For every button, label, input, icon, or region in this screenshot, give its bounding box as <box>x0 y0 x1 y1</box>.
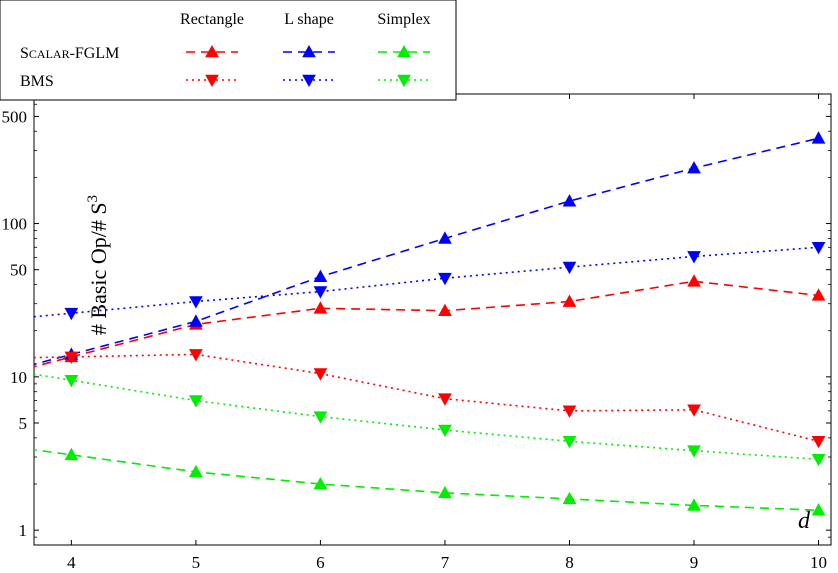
x-axis-label: d <box>798 508 811 534</box>
legend-row-label-part: CALAR <box>29 47 70 61</box>
data-point-scalar-fglm-simplex <box>811 503 826 516</box>
legend-column-header: L shape <box>284 11 334 28</box>
legend-column-header: Rectangle <box>180 11 244 28</box>
series-scalar-fglm-simplex <box>34 447 826 516</box>
data-point-scalar-fglm-l-shape <box>811 131 826 144</box>
data-point-scalar-fglm-rectangle <box>438 303 452 317</box>
x-tick-label: 10 <box>810 553 827 572</box>
data-point-bms-simplex <box>811 453 826 467</box>
data-point-bms-rectangle <box>562 405 577 418</box>
x-tick-label: 7 <box>441 553 450 572</box>
series-line-scalar-fglm-l-shape <box>34 137 819 366</box>
y-tick-label: 50 <box>10 261 27 280</box>
data-point-bms-rectangle <box>438 393 452 406</box>
legend-marker-scalar-fglm-l-shape <box>302 44 316 58</box>
legend-marker-scalar-fglm-simplex <box>397 44 411 58</box>
data-point-bms-l-shape <box>562 261 577 275</box>
series-line-bms-l-shape <box>34 246 819 318</box>
data-point-bms-l-shape <box>811 241 826 255</box>
data-point-scalar-fglm-simplex <box>562 491 577 505</box>
legend-box <box>0 0 457 101</box>
y-axis-label-superscript: 3 <box>85 195 101 203</box>
y-tick-label: 100 <box>2 215 28 234</box>
legend-marker-scalar-fglm-rectangle <box>205 44 219 58</box>
data-point-scalar-fglm-rectangle <box>562 294 577 307</box>
data-point-bms-l-shape <box>313 286 328 299</box>
data-point-bms-l-shape <box>438 272 452 286</box>
data-point-scalar-fglm-l-shape <box>562 194 577 207</box>
data-point-scalar-fglm-simplex <box>438 485 452 499</box>
series-scalar-fglm-rectangle <box>34 274 826 368</box>
data-point-scalar-fglm-l-shape <box>313 269 328 283</box>
x-tick-label: 8 <box>565 553 574 572</box>
data-point-bms-simplex <box>189 395 203 408</box>
data-point-bms-simplex <box>313 411 328 424</box>
data-point-scalar-fglm-simplex <box>313 476 328 490</box>
legend-row-label-part: S <box>20 45 29 62</box>
legend-row-label-part: -FGLM <box>70 45 120 62</box>
data-point-scalar-fglm-simplex <box>189 464 203 478</box>
series-line-scalar-fglm-rectangle <box>34 280 819 368</box>
series-line-scalar-fglm-simplex <box>34 448 819 511</box>
legend-row-label: BMS <box>20 73 54 90</box>
x-tick-label: 9 <box>690 553 699 572</box>
y-tick-label: 500 <box>2 107 28 126</box>
data-point-scalar-fglm-l-shape <box>189 314 203 327</box>
y-tick-label: 5 <box>19 414 28 433</box>
x-tick-label: 4 <box>67 553 76 572</box>
y-tick-label: 1 <box>19 521 28 540</box>
data-point-scalar-fglm-simplex <box>687 498 701 511</box>
series-bms-simplex <box>34 373 826 467</box>
legend-column-header: Simplex <box>377 11 430 28</box>
series-bms-rectangle <box>34 349 826 449</box>
y-tick-label: 10 <box>10 368 27 387</box>
data-point-bms-simplex <box>687 445 701 458</box>
plot-frame <box>33 93 832 546</box>
data-point-scalar-fglm-rectangle <box>313 301 328 314</box>
y-axis-label-text: # Basic Op/# S <box>86 202 111 335</box>
data-point-bms-simplex <box>438 424 452 438</box>
data-point-bms-rectangle <box>64 351 79 364</box>
legend-marker-bms-rectangle <box>205 74 219 88</box>
x-tick-label: 6 <box>316 553 325 572</box>
data-point-bms-rectangle <box>313 368 328 381</box>
legend-marker-bms-simplex <box>397 74 411 88</box>
x-tick-label: 5 <box>192 553 201 572</box>
data-point-bms-l-shape <box>64 307 79 321</box>
series-line-bms-rectangle <box>34 353 819 443</box>
data-point-scalar-fglm-simplex <box>64 447 79 461</box>
series-scalar-fglm-l-shape <box>34 131 826 366</box>
data-point-bms-rectangle <box>189 349 203 362</box>
legend-row-label: SCALAR-FGLM <box>20 45 119 62</box>
data-point-scalar-fglm-rectangle <box>687 274 701 287</box>
series-bms-l-shape <box>34 241 826 321</box>
data-point-bms-simplex <box>64 374 79 388</box>
legend-marker-bms-l-shape <box>302 74 316 88</box>
data-point-scalar-fglm-l-shape <box>687 161 701 174</box>
data-point-scalar-fglm-rectangle <box>811 288 826 301</box>
data-point-bms-rectangle <box>687 404 701 417</box>
data-point-bms-l-shape <box>687 251 701 264</box>
data-point-bms-rectangle <box>811 435 826 449</box>
legend: Rectangle L shape Simplex SCALAR-FGLM BMS <box>0 0 457 101</box>
data-point-scalar-fglm-l-shape <box>438 231 452 244</box>
data-point-bms-l-shape <box>189 296 203 309</box>
data-point-bms-simplex <box>562 435 577 449</box>
y-axis-label: # Basic Op/# S3 <box>85 195 111 335</box>
